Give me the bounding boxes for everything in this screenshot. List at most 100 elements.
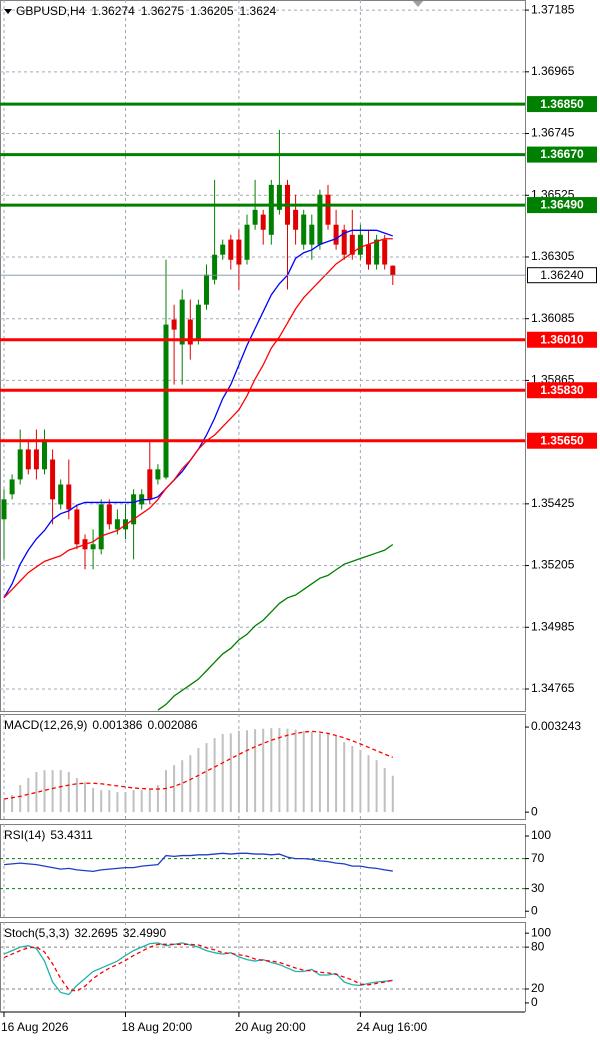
candle-body [252, 209, 258, 225]
panel-title: RSI(14) [4, 828, 45, 842]
histogram-bar [3, 800, 5, 813]
candle-body [50, 459, 56, 500]
y-tick-label: 1.35205 [531, 558, 575, 572]
panel-header: MACD(12,26,9) 0.001386 0.002086 [4, 718, 198, 732]
candle-body [212, 254, 218, 280]
y-tick-label: 0 [531, 995, 538, 1009]
histogram-bar [205, 743, 208, 813]
y-tick-label: 1.35425 [531, 496, 575, 510]
price-level-label: 1.36850 [540, 97, 584, 111]
panel-header: Stoch(5,3,3) 32.2695 32.4990 [4, 926, 166, 940]
histogram-bar [108, 790, 111, 813]
candle-body [155, 469, 161, 480]
histogram-bar [51, 770, 54, 813]
candle-body [171, 319, 177, 330]
price-level-label: 1.35830 [540, 383, 584, 397]
y-tick-label: 1.36965 [531, 64, 575, 78]
candle-body [106, 504, 112, 525]
y-tick-label: 100 [531, 925, 551, 939]
histogram-bar [221, 733, 224, 813]
y-tick-label: 1.34765 [531, 681, 575, 695]
candle-body [66, 484, 72, 510]
price-level-label: 1.35650 [540, 433, 584, 447]
ohlc-readout: 1.36274 [91, 4, 135, 18]
panel-frame [0, 824, 526, 918]
histogram-bar [189, 755, 192, 813]
y-tick-label: 0 [531, 804, 538, 818]
histogram-bar [156, 785, 159, 813]
candle-body [147, 469, 153, 500]
plot-area [3, 942, 393, 996]
y-tick-label: 1.37185 [531, 2, 575, 16]
plot-area [1, 129, 396, 711]
candle-body [33, 449, 39, 470]
last-price-box [527, 267, 597, 284]
panel-frame [0, 714, 526, 820]
candle-body [187, 319, 193, 345]
menu-arrow [4, 9, 12, 14]
x-tick-label: 24 Aug 16:00 [356, 1020, 427, 1034]
y-tick-label: 80 [531, 939, 545, 953]
ohlc-readout: 1.36275 [141, 4, 185, 18]
histogram-bar [229, 733, 232, 813]
histogram-bar [351, 746, 354, 813]
histogram-bar [43, 770, 46, 813]
candle-body [301, 214, 307, 245]
candle-body [179, 299, 185, 345]
panel-header: RSI(14) 53.4311 [4, 828, 93, 842]
candle-body [309, 224, 315, 245]
x-tick-label: 16 Aug 2026 [1, 1020, 69, 1034]
histogram-bar [19, 785, 22, 813]
x-tick-label: 20 Aug 20:00 [235, 1020, 306, 1034]
indicator-line [157, 543, 394, 711]
panel-title: Stoch(5,3,3) [4, 926, 69, 940]
y-tick-label: 30 [531, 881, 545, 895]
price-level-box [527, 146, 597, 163]
candle-body [98, 504, 104, 550]
y-tick-label: 20 [531, 981, 545, 995]
candle-body [317, 194, 323, 245]
histogram-bar [310, 731, 313, 813]
histogram-bar [246, 730, 248, 813]
histogram-bar [92, 787, 95, 813]
price-level-box [527, 432, 597, 449]
candle-body [349, 234, 355, 255]
histogram-bar [173, 765, 176, 813]
indicator-line [3, 852, 393, 873]
ohlc-readout: 1.3624 [240, 4, 277, 18]
indicator-readout: 0.002086 [147, 718, 197, 732]
candle-body [90, 544, 96, 550]
price-level-box [527, 331, 597, 348]
histogram-bar [270, 728, 273, 813]
shift-marker [412, 0, 424, 7]
histogram-bar [197, 748, 200, 813]
candle-body [325, 194, 331, 225]
histogram-bar [67, 771, 70, 813]
price-level-box [527, 197, 597, 214]
histogram-bar [383, 768, 386, 813]
candle-body [357, 234, 363, 255]
plot-area [3, 728, 394, 813]
y-tick-label: 70 [531, 851, 545, 865]
candle-body [131, 494, 137, 525]
indicator-readout: 53.4311 [50, 828, 93, 842]
indicator-line [3, 730, 394, 800]
histogram-bar [165, 770, 167, 813]
histogram-bar [75, 778, 78, 813]
last-price-label: 1.36240 [540, 268, 584, 282]
panel-title: GBPUSD,H4 [16, 4, 86, 18]
candle-body [42, 439, 47, 470]
candle-body [244, 224, 250, 260]
x-tick-label: 18 Aug 20:00 [122, 1020, 193, 1034]
candle-body [58, 484, 64, 505]
histogram-bar [124, 792, 127, 813]
candle-body [390, 265, 396, 276]
histogram-bar [327, 733, 329, 813]
price-level-box [527, 96, 597, 113]
histogram-bar [11, 795, 14, 813]
indicator-line [3, 942, 393, 996]
candle-body [366, 244, 371, 265]
ohlc-readout: 1.36205 [190, 4, 234, 18]
candle-body [268, 184, 274, 235]
y-tick-label: 100 [531, 828, 551, 842]
